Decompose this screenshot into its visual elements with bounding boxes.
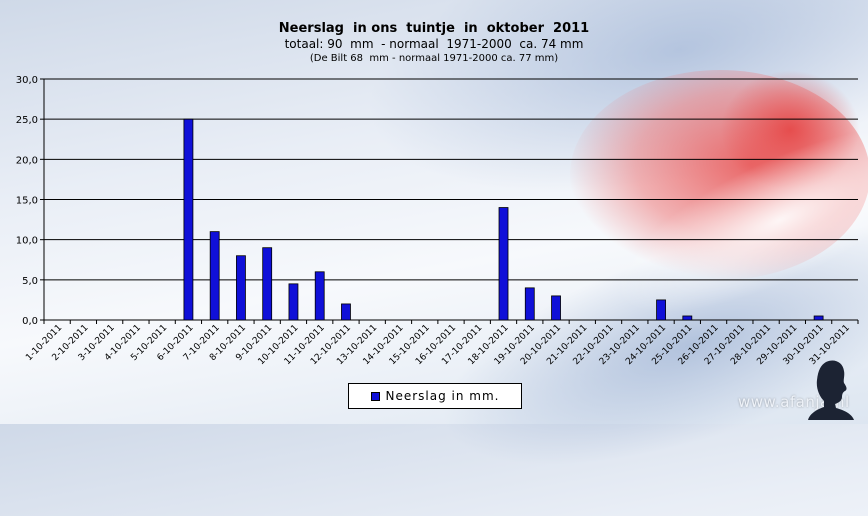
bar (288, 283, 299, 321)
legend-label: Neerslag in mm. (385, 389, 500, 403)
y-tick-label: 30,0 (16, 75, 38, 86)
y-tick-label: 10,0 (16, 236, 38, 247)
chart-title: Neerslag in ons tuintje in oktober 2011 (278, 21, 590, 36)
bar (183, 118, 194, 321)
y-tick-label: 25,0 (16, 115, 38, 126)
y-tick-label: 0,0 (22, 316, 38, 327)
y-tick-label: 15,0 (16, 196, 38, 207)
bar (209, 231, 220, 321)
bar (236, 255, 246, 321)
bar (656, 299, 666, 321)
silhouette-portrait-icon (808, 360, 854, 420)
chart-header: Neerslag in ons tuintje in oktober 2011 … (0, 20, 868, 65)
bar (498, 207, 509, 321)
bar (682, 315, 693, 321)
bar (262, 247, 273, 321)
bar-chart: 0,05,010,015,020,025,030,01-10-20112-10-… (16, 75, 859, 367)
legend-swatch (370, 391, 380, 401)
bar (314, 271, 325, 321)
bar (524, 287, 535, 321)
y-tick-label: 5,0 (22, 276, 38, 287)
bar (341, 303, 351, 321)
bar (551, 295, 561, 321)
chart-subtitle-secondary: (De Bilt 68 mm - normaal 1971-2000 ca. 7… (309, 53, 559, 64)
y-tick-label: 20,0 (16, 155, 38, 166)
chart-subtitle: totaal: 90 mm - normaal 1971-2000 ca. 74… (284, 37, 584, 51)
bar (813, 315, 824, 321)
chart-legend: Neerslag in mm. (348, 383, 522, 409)
